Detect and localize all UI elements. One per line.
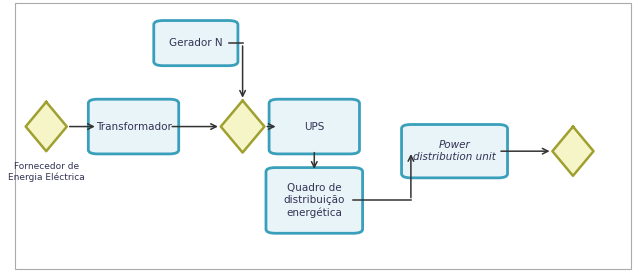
FancyBboxPatch shape <box>269 99 359 154</box>
Text: Gerador N: Gerador N <box>169 38 223 48</box>
Polygon shape <box>25 102 67 151</box>
Text: Transformador: Transformador <box>95 122 172 131</box>
Text: Power
distribution unit: Power distribution unit <box>413 140 496 162</box>
Text: UPS: UPS <box>304 122 324 131</box>
Text: Quadro de
distribuição
energética: Quadro de distribuição energética <box>284 183 345 218</box>
FancyBboxPatch shape <box>154 21 238 66</box>
Polygon shape <box>221 101 265 153</box>
FancyBboxPatch shape <box>401 125 508 178</box>
FancyBboxPatch shape <box>266 167 363 233</box>
Text: Fornecedor de
Energia Eléctrica: Fornecedor de Energia Eléctrica <box>8 162 85 182</box>
FancyBboxPatch shape <box>88 99 179 154</box>
Polygon shape <box>553 126 593 176</box>
